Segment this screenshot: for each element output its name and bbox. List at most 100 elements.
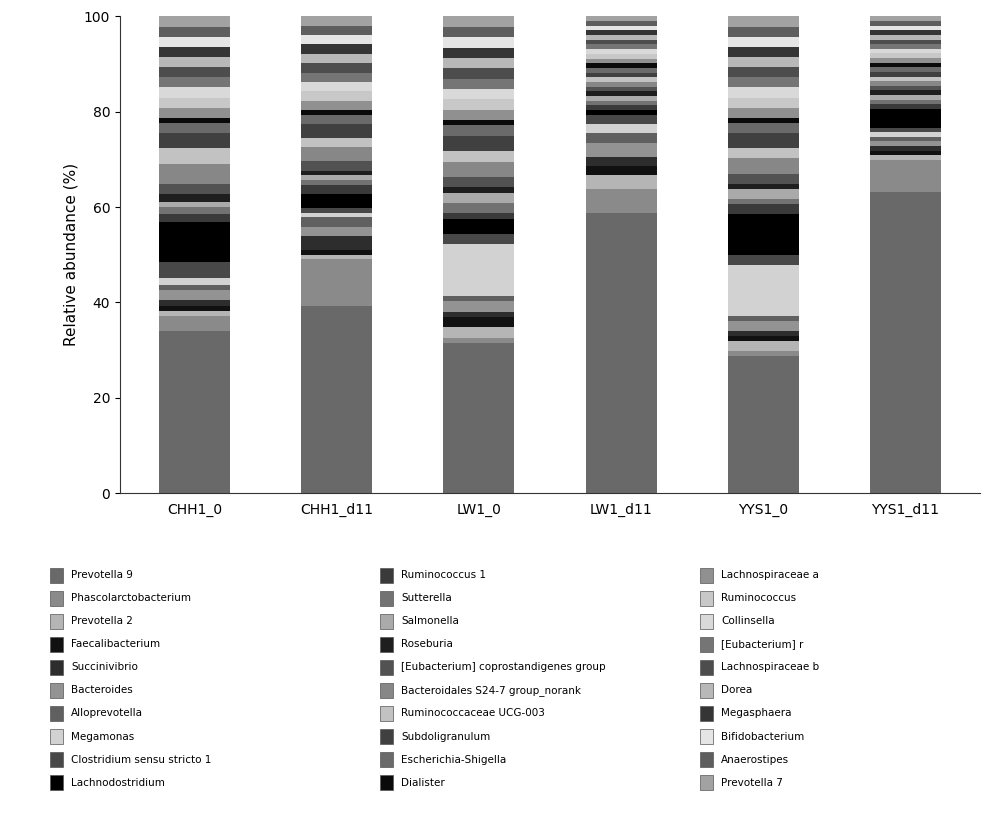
Bar — [159, 301, 230, 306]
Bar — [586, 39, 657, 44]
Bar — [159, 331, 230, 493]
Text: Phascolarctobacterium: Phascolarctobacterium — [71, 593, 191, 603]
Bar — [443, 89, 514, 99]
Bar — [728, 26, 799, 37]
Text: Prevotella 9: Prevotella 9 — [71, 570, 133, 580]
Bar — [728, 57, 799, 67]
Bar — [159, 278, 230, 285]
Bar — [870, 99, 941, 104]
Bar — [443, 109, 514, 120]
Text: Succinivibrio: Succinivibrio — [71, 663, 138, 672]
Bar — [728, 47, 799, 57]
Bar — [443, 162, 514, 177]
Bar — [586, 25, 657, 30]
Bar — [728, 67, 799, 77]
Bar — [443, 203, 514, 214]
Bar — [443, 302, 514, 312]
Bar — [159, 133, 230, 148]
Bar — [870, 72, 941, 76]
Bar — [586, 30, 657, 35]
Text: Clostridium sensu stricto 1: Clostridium sensu stricto 1 — [71, 755, 211, 764]
Bar — [586, 86, 657, 91]
Text: Ruminococcus 1: Ruminococcus 1 — [401, 570, 486, 580]
Bar — [870, 90, 941, 95]
Text: Sutterella: Sutterella — [401, 593, 452, 603]
Bar — [870, 150, 941, 155]
Bar — [870, 62, 941, 67]
Bar — [159, 148, 230, 164]
Bar — [728, 255, 799, 265]
Text: Alloprevotella: Alloprevotella — [71, 709, 143, 718]
Bar — [159, 123, 230, 133]
Bar — [159, 311, 230, 316]
Bar — [586, 63, 657, 68]
Text: Salmonella: Salmonella — [401, 616, 459, 626]
Text: Roseburia: Roseburia — [401, 640, 453, 649]
Bar — [870, 85, 941, 90]
Bar — [586, 133, 657, 143]
Bar — [870, 48, 941, 53]
Bar — [586, 68, 657, 72]
Bar — [301, 16, 372, 25]
Bar — [159, 108, 230, 118]
Bar — [870, 53, 941, 58]
Bar — [301, 147, 372, 161]
Bar — [443, 16, 514, 27]
Bar — [443, 327, 514, 338]
Bar — [586, 16, 657, 21]
Text: Lachnospiraceae a: Lachnospiraceae a — [721, 570, 819, 580]
Bar — [301, 185, 372, 194]
Text: [Eubacterium] coprostandigenes group: [Eubacterium] coprostandigenes group — [401, 663, 606, 672]
Text: Ruminococcus: Ruminococcus — [721, 593, 796, 603]
Bar — [728, 341, 799, 351]
Bar — [586, 91, 657, 96]
Bar — [870, 160, 941, 192]
Bar — [728, 118, 799, 123]
Bar — [870, 141, 941, 146]
Bar — [870, 109, 941, 127]
Bar — [301, 124, 372, 138]
Bar — [443, 37, 514, 48]
Bar — [870, 39, 941, 44]
Text: Anaerostipes: Anaerostipes — [721, 755, 789, 764]
Bar — [159, 201, 230, 206]
Bar — [728, 37, 799, 47]
Text: Bacteroides: Bacteroides — [71, 686, 133, 695]
Bar — [443, 317, 514, 327]
Bar — [728, 204, 799, 215]
Bar — [586, 53, 657, 58]
Bar — [586, 175, 657, 189]
Bar — [159, 67, 230, 77]
Text: Prevotella 2: Prevotella 2 — [71, 616, 133, 626]
Bar — [301, 236, 372, 250]
Bar — [159, 57, 230, 67]
Text: Prevotella 7: Prevotella 7 — [721, 778, 783, 787]
Bar — [586, 35, 657, 39]
Bar — [159, 194, 230, 201]
Bar — [443, 27, 514, 37]
Bar — [301, 171, 372, 175]
Bar — [443, 58, 514, 68]
Bar — [443, 338, 514, 343]
Bar — [301, 63, 372, 72]
Bar — [301, 82, 372, 91]
Text: [Eubacterium] r: [Eubacterium] r — [721, 640, 803, 649]
Bar — [728, 316, 799, 321]
Text: Subdoligranulum: Subdoligranulum — [401, 732, 490, 741]
Text: Ruminococcaceae UCG-003: Ruminococcaceae UCG-003 — [401, 709, 545, 718]
Bar — [301, 110, 372, 114]
Bar — [586, 143, 657, 157]
Bar — [159, 26, 230, 37]
Bar — [870, 25, 941, 30]
Bar — [301, 213, 372, 218]
Bar — [301, 260, 372, 307]
Bar — [728, 351, 799, 356]
Bar — [443, 244, 514, 296]
Text: Dialister: Dialister — [401, 778, 445, 787]
Bar — [870, 76, 941, 81]
Text: Lachnospiraceae b: Lachnospiraceae b — [721, 663, 819, 672]
Bar — [443, 136, 514, 151]
Bar — [586, 82, 657, 86]
Bar — [159, 98, 230, 108]
Bar — [870, 132, 941, 136]
